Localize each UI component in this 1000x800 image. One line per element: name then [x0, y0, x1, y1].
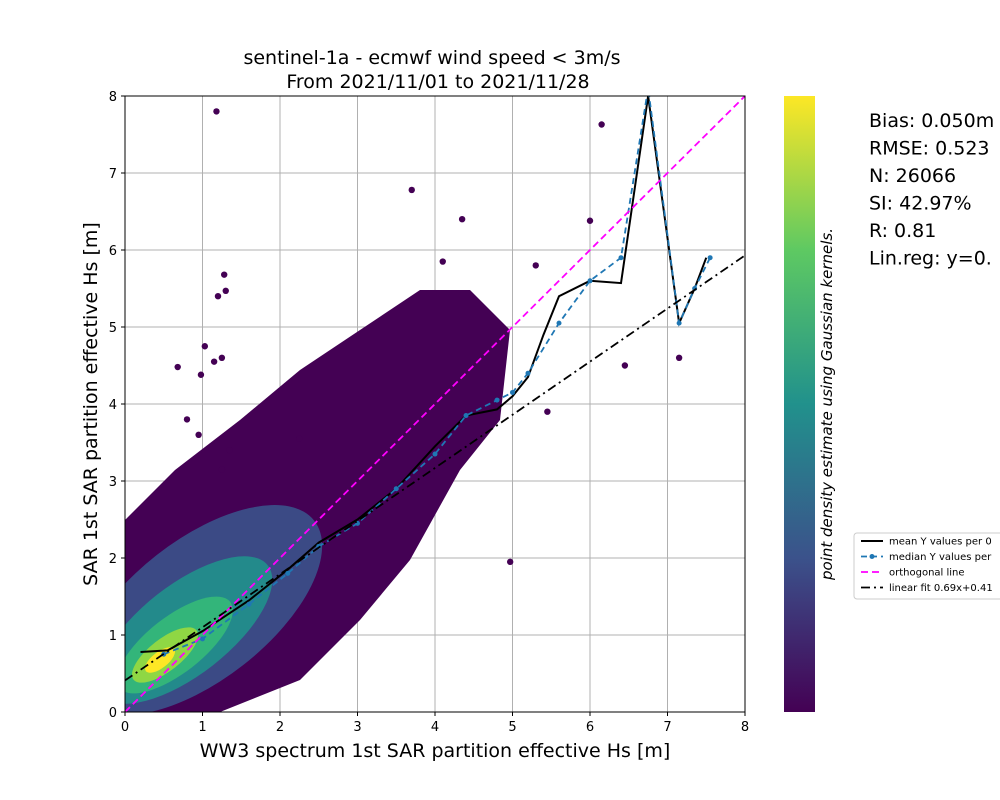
series-line — [140, 96, 708, 653]
series-marker — [200, 636, 205, 642]
statistics-text: Bias: 0.050m RMSE: 0.523 N: 26066 SI: 42.97… — [869, 110, 994, 270]
x-tick-label: 3 — [353, 720, 361, 735]
scatter-point — [201, 343, 209, 350]
series-marker — [525, 370, 531, 376]
x-tick-label: 4 — [431, 720, 439, 735]
series-marker — [510, 389, 515, 395]
scatter-point — [458, 216, 466, 223]
series-marker — [432, 451, 438, 457]
scatter-point — [174, 363, 181, 371]
series-marker — [285, 570, 291, 576]
x-tick-label: 1 — [198, 720, 206, 735]
stat-line: R: 0.81 — [869, 220, 936, 242]
y-tick-label: 3 — [109, 475, 117, 490]
series-marker — [494, 397, 500, 403]
scatter-point — [586, 217, 594, 224]
scatter-point — [675, 354, 683, 361]
series-line — [125, 254, 745, 682]
x-tick-label: 2 — [276, 720, 284, 735]
x-tick-label: 5 — [508, 720, 516, 735]
x-tick-label: 6 — [586, 720, 594, 735]
x-tick-label: 0 — [121, 720, 129, 735]
scatter-point — [408, 186, 415, 194]
scatter-point — [226, 447, 233, 454]
x-tick-label: 7 — [663, 720, 671, 735]
y-tick-label: 8 — [109, 90, 117, 105]
series-marker — [707, 255, 713, 261]
x-axis-label: WW3 spectrum 1st SAR partition effective… — [200, 740, 671, 762]
y-tick-label: 0 — [109, 706, 117, 721]
series-marker — [246, 601, 252, 607]
series-line — [125, 96, 745, 712]
colorbar-label: point density estimate using Gaussian ke… — [818, 228, 836, 581]
scatter-point — [183, 416, 191, 423]
scatter-point — [197, 371, 205, 378]
scatter-point — [222, 287, 229, 295]
scatter-point — [621, 362, 629, 369]
series-marker — [587, 278, 593, 284]
stat-line: SI: 42.97% — [869, 193, 972, 215]
legend-label: orthogonal line — [889, 568, 965, 579]
scatter-point — [218, 354, 226, 361]
y-tick-label: 4 — [109, 398, 117, 413]
scatter-point — [214, 293, 222, 300]
stat-line: N: 26066 — [869, 165, 956, 187]
scatter-point — [218, 466, 226, 473]
chart-subtitle: From 2021/11/01 to 2021/11/28 — [286, 71, 589, 93]
colorbar — [784, 96, 815, 712]
scatter-point — [544, 408, 551, 415]
stat-line: Lin.reg: y=0. — [869, 248, 992, 270]
y-tick-label: 2 — [109, 552, 117, 567]
y-axis-label: SAR 1st SAR partition effective Hs [m] — [80, 222, 102, 586]
y-tick-label: 1 — [109, 629, 117, 644]
scatter-point — [221, 271, 228, 278]
legend-label: mean Y values per 0 — [889, 537, 992, 548]
scatter-point — [210, 358, 218, 365]
scatter-point — [506, 558, 514, 566]
scatter-point — [213, 108, 220, 115]
series-marker — [618, 255, 624, 261]
y-tick-label: 5 — [109, 321, 117, 336]
legend-marker — [869, 554, 875, 559]
scatter-point — [598, 121, 605, 128]
stat-line: RMSE: 0.523 — [869, 138, 990, 160]
scatter-point — [195, 431, 202, 438]
y-tick-label: 6 — [109, 244, 117, 259]
x-tick-label: 8 — [741, 720, 749, 735]
series-marker — [463, 413, 469, 419]
scatter-density-cloud — [125, 290, 510, 712]
axis-ticks: 0 1 2 3 4 5 6 7 8 0 1 2 3 4 5 6 7 8 — [109, 90, 749, 735]
series-marker — [676, 320, 682, 326]
series-marker — [556, 320, 562, 326]
y-tick-label: 7 — [109, 167, 117, 182]
chart-title: sentinel-1a - ecmwf wind speed < 3m/s — [243, 47, 620, 69]
stat-line: Bias: 0.050m — [869, 110, 994, 132]
scatter-point — [532, 262, 539, 269]
series-marker — [646, 86, 651, 91]
scatter-point — [439, 258, 446, 265]
series-marker — [393, 486, 399, 492]
scatter-point — [296, 435, 303, 442]
outlier-points — [174, 108, 683, 566]
legend-label: median Y values per — [889, 552, 992, 563]
legend-label: linear fit 0.69x+0.41 — [889, 583, 993, 594]
series-lines — [125, 86, 745, 712]
legend: mean Y values per 0 median Y values per or… — [853, 532, 1000, 600]
